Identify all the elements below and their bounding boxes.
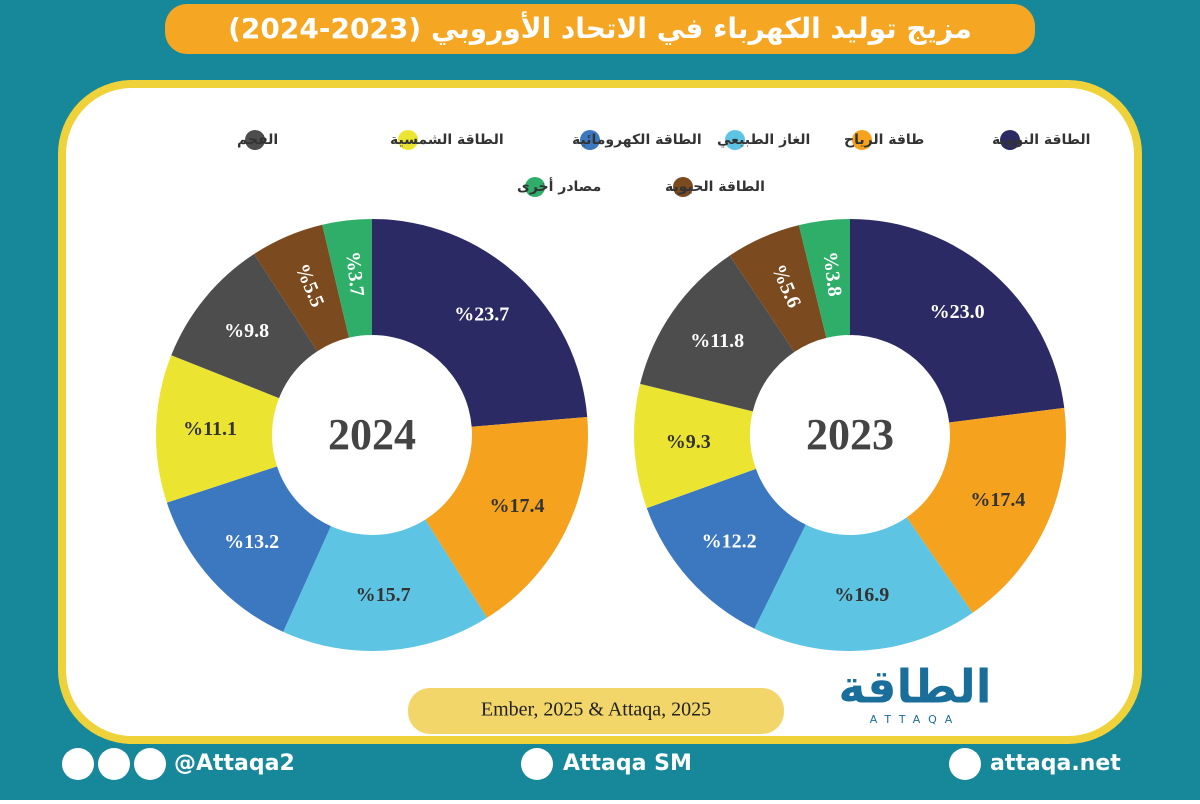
legend-swatch: [673, 177, 693, 197]
donut-segment: [640, 255, 795, 412]
donut-segment: [171, 254, 318, 399]
source: Ember, 2025 & Attaqa, 2025: [481, 699, 711, 721]
value-label: %23.0: [930, 301, 985, 323]
donut-segment: [646, 468, 806, 629]
value-label: %9.3: [666, 431, 711, 453]
legend-swatch: [725, 130, 745, 150]
legend-swatch: [580, 130, 600, 150]
value-label: %13.2: [224, 531, 279, 553]
value-label: %17.4: [970, 489, 1025, 511]
value-label: %3.7: [341, 250, 368, 297]
legend-label: طاقة الرياح: [844, 132, 924, 148]
donut-segment: [425, 417, 588, 618]
page-title: مزيج توليد الكهرباء في الاتحاد الأوروبي …: [228, 11, 972, 45]
footer-social: @Attaqa2: [174, 751, 295, 776]
donut-segment: [254, 224, 349, 352]
center-year: 2023: [806, 410, 894, 459]
footer-website: attaqa.net: [990, 751, 1121, 776]
donut-segment: [166, 466, 331, 632]
donut-segment: [754, 517, 973, 651]
value-label: %11.8: [690, 330, 744, 352]
legend-swatch: [525, 177, 545, 197]
social-icons: [62, 748, 981, 780]
donut-segment: [283, 519, 488, 651]
donut-segment: [798, 219, 850, 338]
value-label: %16.9: [834, 584, 889, 606]
donut-segment: [372, 219, 588, 427]
donut-segment: [322, 219, 372, 338]
legend-swatch: [245, 130, 265, 150]
value-label: %9.8: [224, 320, 269, 342]
value-label: %17.4: [489, 495, 544, 517]
donut-segment: [850, 219, 1065, 423]
title-banner: [165, 4, 1035, 54]
value-label: %11.1: [183, 418, 237, 440]
legend-label: مصادر أخرى: [517, 177, 601, 195]
logo-latin: ATTAQA: [870, 713, 961, 726]
legend-label: الغاز الطبيعي: [717, 132, 810, 148]
donut-segment: [156, 355, 280, 503]
donut-segment: [906, 407, 1066, 613]
legend-label: الطاقة الحيوية: [665, 179, 765, 195]
legend-label: الطاقة الكهرومائية: [572, 132, 702, 148]
legend-swatch: [852, 130, 872, 150]
logo-name: الطاقة: [838, 660, 991, 714]
legend-label: الطاقة النووية: [992, 132, 1090, 148]
value-label: %12.2: [702, 530, 757, 552]
value-label: %3.8: [819, 250, 846, 297]
source-box: [408, 688, 784, 734]
value-label: %15.7: [356, 584, 411, 606]
donut-segment: [729, 225, 827, 352]
donut-segment: [634, 383, 756, 509]
value-label: %23.7: [454, 303, 509, 325]
footer-youtube: Attaqa SM: [563, 751, 692, 776]
legend-swatch: [1000, 130, 1020, 150]
center-year: 2024: [328, 410, 416, 459]
legend-swatch: [398, 130, 418, 150]
legend-label: الطاقة الشمسية: [390, 132, 504, 148]
legend-label: الفحم: [237, 132, 278, 148]
